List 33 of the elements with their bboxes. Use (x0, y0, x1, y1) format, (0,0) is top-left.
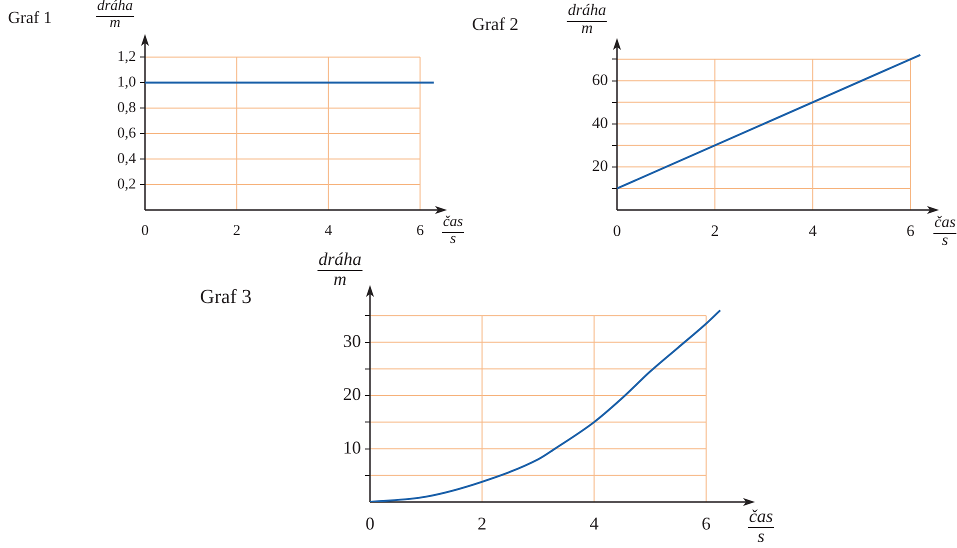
y-tick-label: 10 (343, 437, 361, 458)
x-tick-label: 4 (808, 222, 817, 240)
y-tick-label: 60 (592, 72, 608, 89)
y-tick-label: 1,0 (117, 74, 136, 91)
x-tick-label: 2 (710, 222, 719, 240)
x-tick-label: 2 (232, 222, 240, 239)
y-tick-label: 0,4 (117, 150, 136, 167)
y-axis-title: dráha m (317, 249, 363, 289)
x-tick-label: 4 (324, 222, 333, 239)
y-tick-label: 0,6 (117, 125, 136, 142)
y-tick-label: 0,8 (117, 100, 136, 116)
y-axis-title: dráha m (566, 2, 608, 38)
x-tick-label: 6 (416, 222, 424, 239)
x-tick-label: 0 (141, 222, 149, 239)
line-series (370, 309, 722, 502)
y-tick-label: 0,2 (117, 176, 136, 192)
y-tick-label: 40 (592, 115, 608, 132)
x-tick-label: 4 (590, 514, 599, 534)
x-axis-title: čas s (442, 214, 464, 248)
x-tick-label: 6 (906, 222, 915, 240)
y-tick-label: 1,2 (117, 49, 136, 66)
chart-title: Graf 2 (472, 14, 518, 35)
x-tick-label: 6 (702, 514, 711, 534)
y-tick-label: 30 (343, 330, 361, 351)
x-tick-label: 0 (366, 514, 374, 534)
y-tick-label: 20 (343, 384, 361, 404)
chart-title: Graf 3 (200, 286, 252, 309)
y-tick-label: 20 (592, 158, 608, 176)
chart-title: Graf 1 (8, 8, 52, 28)
x-axis-title: čas s (748, 506, 774, 546)
x-axis-title: čas s (933, 214, 957, 250)
x-tick-label: 2 (478, 514, 487, 534)
x-tick-label: 0 (613, 222, 621, 240)
